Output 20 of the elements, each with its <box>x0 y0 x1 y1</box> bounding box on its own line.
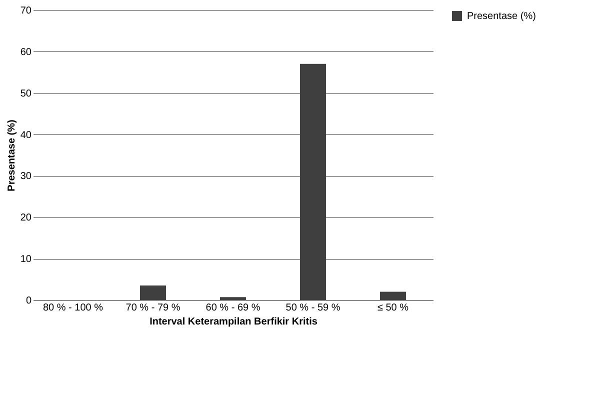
y-tick-label: 40 <box>20 130 32 141</box>
bar <box>220 297 246 300</box>
bar <box>300 64 326 300</box>
y-tick-label: 50 <box>20 88 32 100</box>
x-tick-label: 50 % - 59 % <box>286 302 340 314</box>
y-tick-label: 70 <box>20 6 32 16</box>
y-tick-label: 0 <box>26 296 32 306</box>
x-tick-label: ≤ 50 % <box>377 302 409 314</box>
y-tick-label: 20 <box>20 212 32 224</box>
x-tick-label: 60 % - 69 % <box>206 302 260 314</box>
legend-label: Presentase (%) <box>467 11 536 22</box>
y-tick-label: 30 <box>20 171 32 182</box>
bar <box>140 286 166 300</box>
x-tick-label: 80 % - 100 % <box>42 302 104 314</box>
y-axis-title: Presentase (%) <box>6 120 18 192</box>
x-tick-label: 70 % - 79 % <box>126 302 180 314</box>
bar <box>380 292 406 300</box>
x-axis-title: Interval Keterampilan Berfikir Kritis <box>150 316 318 328</box>
y-tick-label: 60 <box>20 46 32 58</box>
y-tick-label: 10 <box>20 254 32 266</box>
